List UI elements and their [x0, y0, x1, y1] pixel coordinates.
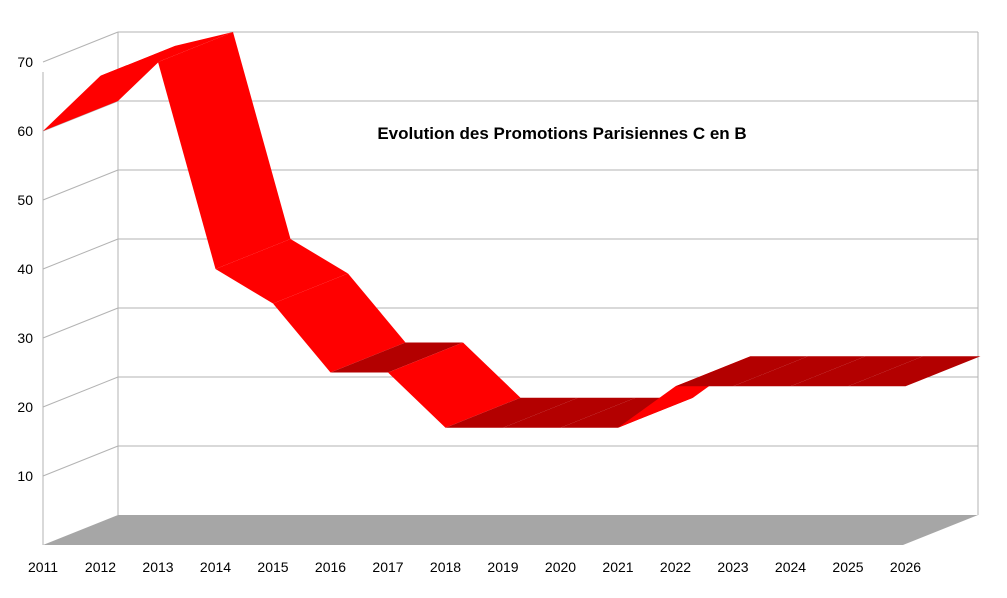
x-tick-label: 2014 — [200, 559, 231, 575]
x-tick-label: 2015 — [257, 559, 288, 575]
ribbon-segment — [675, 356, 808, 387]
data-ribbon — [43, 32, 981, 428]
y-tick-label: 60 — [17, 123, 33, 139]
gridline-diagonal — [42, 31, 119, 63]
ribbon-segment — [215, 239, 348, 304]
gridline-diagonal — [42, 238, 119, 270]
x-tick-label: 2017 — [372, 559, 403, 575]
gridline-diagonal — [42, 169, 119, 201]
ribbon-segment — [388, 342, 521, 428]
x-tick-label: 2011 — [28, 559, 58, 575]
ribbon-segment — [445, 397, 578, 428]
x-tick-label: 2026 — [890, 559, 921, 575]
y-tick-label: 50 — [17, 192, 33, 208]
x-tick-label: 2013 — [142, 559, 173, 575]
ribbon-segment — [790, 356, 923, 387]
ribbon-segment — [100, 32, 233, 76]
y-tick-label: 30 — [17, 330, 33, 346]
x-tick-label: 2020 — [545, 559, 576, 575]
ribbon-segment — [848, 356, 981, 387]
x-axis-ticks: 2011 2012 2013 2014 2015 2016 2017 2018 2019 2020… — [28, 559, 921, 575]
ribbon-segment — [503, 397, 636, 428]
y-tick-label: 70 — [17, 54, 33, 70]
x-tick-label: 2018 — [430, 559, 461, 575]
y-axis-ticks: 10 20 30 40 50 60 70 — [17, 54, 33, 484]
x-tick-label: 2019 — [487, 559, 518, 575]
x-tick-label: 2025 — [832, 559, 863, 575]
x-tick-label: 2022 — [660, 559, 691, 575]
chart-title: Evolution des Promotions Parisiennes C e… — [377, 124, 746, 143]
ribbon-segment — [158, 32, 291, 269]
gridline-diagonal — [42, 307, 119, 339]
ribbon-segment — [43, 45, 176, 131]
ribbon-segment — [273, 273, 406, 373]
x-tick-label: 2012 — [85, 559, 116, 575]
x-tick-label: 2016 — [315, 559, 346, 575]
ribbon-segment — [733, 356, 866, 387]
x-tick-label: 2024 — [775, 559, 806, 575]
gridline-diagonal — [42, 445, 119, 477]
x-tick-label: 2021 — [602, 559, 633, 575]
x-tick-label: 2023 — [717, 559, 748, 575]
chart-floor — [43, 515, 978, 545]
ribbon-segment — [330, 342, 463, 373]
y-tick-label: 10 — [17, 468, 33, 484]
gridline-diagonal — [42, 376, 119, 408]
y-tick-label: 20 — [17, 399, 33, 415]
floor-plane — [43, 515, 978, 545]
y-tick-label: 40 — [17, 261, 33, 277]
